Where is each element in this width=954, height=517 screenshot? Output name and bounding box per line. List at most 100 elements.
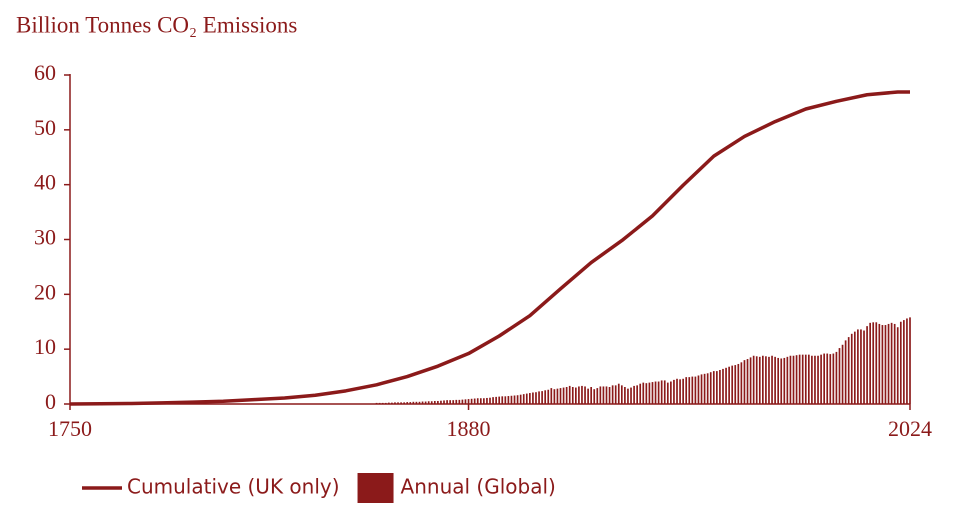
bar [455, 399, 458, 404]
bar [541, 391, 543, 404]
bar [807, 354, 810, 404]
bar [746, 359, 749, 404]
bar [737, 363, 740, 404]
bar [440, 400, 442, 404]
bar [786, 356, 789, 404]
bar [427, 401, 430, 404]
bar [501, 396, 504, 404]
bar [804, 354, 807, 404]
bar [777, 357, 780, 404]
bar [820, 354, 822, 404]
bar [403, 402, 406, 404]
bar [633, 385, 635, 404]
bar [801, 354, 804, 404]
bar [682, 378, 684, 404]
bar [890, 322, 893, 404]
bar [409, 402, 412, 404]
bar [559, 388, 562, 404]
bar [875, 322, 878, 404]
x-tick-label: 1750 [48, 416, 92, 441]
bar [666, 382, 669, 404]
bar [639, 383, 642, 404]
bar [611, 385, 614, 404]
bar [578, 386, 580, 404]
bar [660, 380, 663, 404]
bar [507, 396, 510, 404]
bar [774, 356, 776, 404]
bar [581, 385, 583, 404]
bar [525, 393, 528, 404]
bar [449, 400, 451, 404]
bar [906, 318, 908, 404]
bar [513, 395, 516, 404]
bar [752, 355, 755, 404]
bar [847, 337, 850, 404]
bar [565, 387, 568, 404]
bar [863, 330, 865, 404]
bar [406, 402, 409, 404]
bar [869, 322, 871, 404]
y-tick-label: 40 [34, 170, 56, 195]
bar [703, 373, 706, 404]
bar [452, 400, 455, 404]
bar [860, 329, 862, 404]
bar [734, 365, 737, 404]
bar [461, 399, 464, 404]
bar [492, 397, 494, 404]
bar [495, 396, 497, 404]
bar [832, 353, 835, 404]
x-tick-label: 2024 [888, 416, 932, 441]
bar [446, 400, 448, 404]
bar [636, 385, 638, 404]
bar [798, 354, 801, 404]
bar [728, 366, 730, 404]
bar [657, 381, 660, 404]
bar [504, 396, 507, 404]
bar [903, 320, 905, 404]
y-tick-label: 50 [34, 115, 56, 140]
bar [443, 400, 445, 404]
bar [740, 362, 743, 404]
bar [694, 376, 697, 404]
bar [789, 355, 792, 404]
bar [841, 344, 844, 404]
bar [762, 355, 764, 404]
chart-title: Billion Tonnes CO₂ Emissions [16, 12, 297, 37]
legend-label: Cumulative (UK only) [127, 475, 340, 499]
bar [590, 387, 593, 404]
bar [571, 387, 574, 404]
bar [544, 390, 547, 404]
bar [835, 351, 838, 404]
bar [479, 398, 482, 404]
y-tick-label: 0 [45, 389, 56, 414]
bar [605, 386, 608, 404]
bar [532, 392, 534, 404]
bar [909, 317, 911, 404]
bar [608, 387, 611, 404]
legend-label: Annual (Global) [401, 475, 556, 499]
bar [516, 395, 519, 404]
bar [853, 331, 856, 404]
bar [725, 367, 727, 404]
bar [599, 386, 602, 404]
y-tick-label: 30 [34, 225, 56, 250]
bar [755, 356, 758, 404]
bar [743, 360, 746, 404]
bar [878, 323, 881, 404]
bar [823, 353, 826, 404]
bar [771, 355, 773, 404]
bar [483, 398, 485, 404]
y-tick-label: 20 [34, 279, 56, 304]
bar [749, 357, 752, 404]
bar [535, 392, 537, 404]
bar [648, 382, 651, 404]
bar [783, 357, 786, 404]
bar [844, 340, 847, 404]
bar [553, 389, 556, 404]
bar [424, 401, 427, 404]
bar [596, 388, 599, 404]
bar [651, 382, 654, 404]
bar [587, 388, 589, 404]
y-tick-label: 10 [34, 334, 56, 359]
bar [881, 325, 884, 404]
